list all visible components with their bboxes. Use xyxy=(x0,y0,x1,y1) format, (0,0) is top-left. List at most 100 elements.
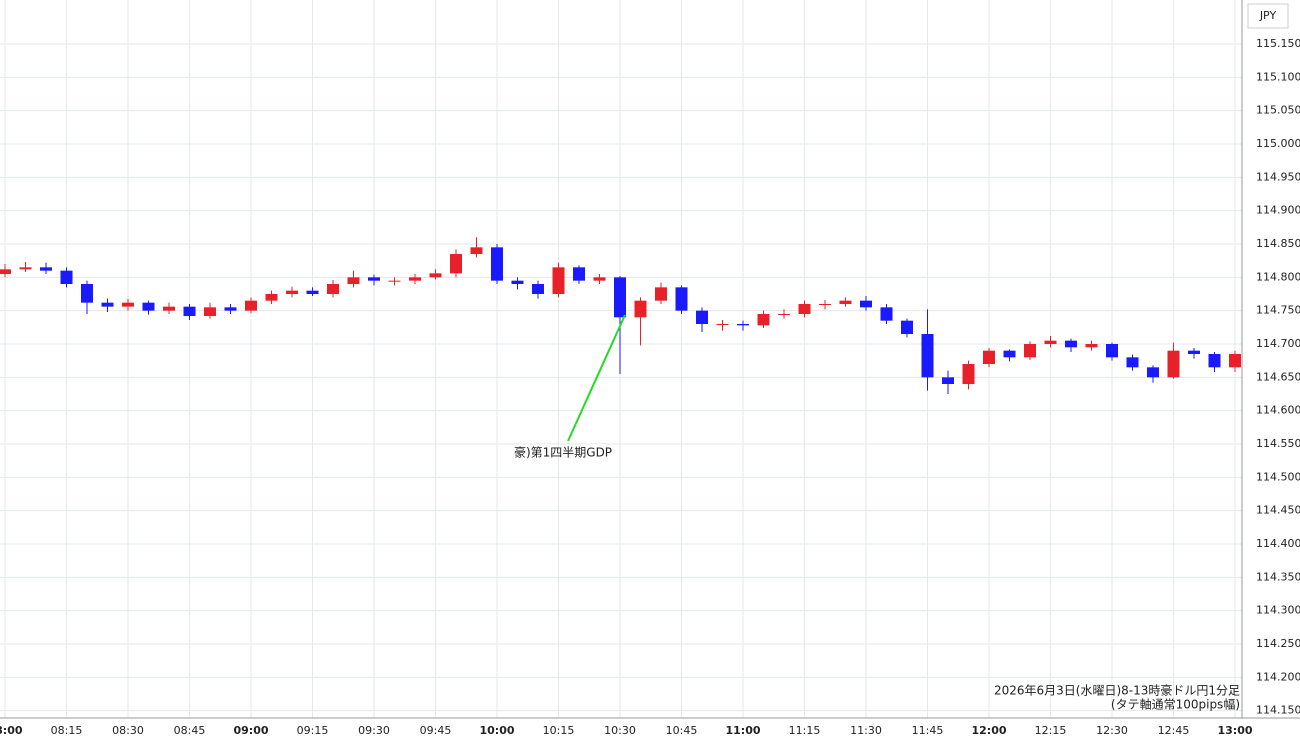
candle-body xyxy=(1188,350,1200,354)
candle-body xyxy=(163,306,175,311)
x-tick-label: 10:45 xyxy=(666,724,698,737)
candle-body xyxy=(860,300,872,308)
x-tick-label: 12:30 xyxy=(1096,724,1128,737)
candle-body xyxy=(696,310,708,324)
candle-body xyxy=(614,277,626,318)
candle-body xyxy=(306,290,319,294)
candle-body xyxy=(60,270,73,284)
currency-label: JPY xyxy=(1259,9,1277,22)
annotation-line xyxy=(567,314,626,442)
x-tick-label: 10:15 xyxy=(543,724,575,737)
x-tick-label: 10:00 xyxy=(479,724,514,737)
candle-body xyxy=(532,284,544,294)
y-tick-label: 114.500 xyxy=(1256,470,1300,483)
candle-body xyxy=(716,324,729,325)
candle-body xyxy=(593,277,606,281)
candle-body xyxy=(368,277,380,281)
x-tick-label: 12:00 xyxy=(971,724,1006,737)
candle-body xyxy=(81,284,93,303)
candle-body xyxy=(675,287,688,311)
candle-body xyxy=(1126,357,1139,368)
y-tick-label: 114.250 xyxy=(1256,637,1300,650)
y-tick-label: 114.800 xyxy=(1256,270,1300,283)
candle-body xyxy=(40,267,52,271)
candle-body xyxy=(409,277,421,281)
x-tick-label: 12:45 xyxy=(1158,724,1190,737)
candle-body xyxy=(634,300,647,318)
candle-body xyxy=(1003,350,1016,358)
candle-body xyxy=(1106,344,1118,358)
candle-body xyxy=(265,294,278,301)
y-tick-label: 115.000 xyxy=(1256,137,1300,150)
x-tick-label: 09:30 xyxy=(358,724,390,737)
y-tick-label: 114.700 xyxy=(1256,337,1300,350)
candle-body xyxy=(511,280,524,284)
candle-body xyxy=(245,300,257,311)
y-tick-label: 114.350 xyxy=(1256,570,1300,583)
candle-body xyxy=(1147,367,1159,378)
currency-box xyxy=(1247,3,1289,29)
y-tick-label: 115.150 xyxy=(1256,37,1300,50)
candle-body xyxy=(1024,344,1036,358)
candle-body xyxy=(839,300,852,304)
y-tick-label: 115.050 xyxy=(1256,104,1300,117)
candle-body xyxy=(429,273,442,278)
candle-body xyxy=(921,334,934,378)
annotation: 豪)第1四半期GDP xyxy=(514,445,612,460)
y-tick-label: 114.550 xyxy=(1256,437,1300,450)
x-tick-label: 09:00 xyxy=(233,724,268,737)
candle-body xyxy=(327,284,339,294)
candle-body xyxy=(655,287,667,301)
y-tick-label: 114.650 xyxy=(1256,370,1300,383)
candle-body xyxy=(942,377,954,384)
x-tick-label: 11:30 xyxy=(850,724,882,737)
candle-body xyxy=(1229,354,1241,368)
x-tick-label: 11:45 xyxy=(912,724,944,737)
candle-body xyxy=(798,304,811,314)
y-tick-label: 114.600 xyxy=(1256,404,1300,417)
y-tick-label: 114.150 xyxy=(1256,704,1300,717)
x-tick-label: 09:15 xyxy=(297,724,329,737)
y-tick-label: 114.850 xyxy=(1256,237,1300,250)
candle-body xyxy=(819,304,831,305)
candle-body xyxy=(778,314,790,315)
candle-body xyxy=(0,269,11,274)
y-tick-label: 114.200 xyxy=(1256,670,1300,683)
y-tick-label: 114.400 xyxy=(1256,537,1300,550)
candle-body xyxy=(450,254,462,274)
note: (タテ軸通常100pips幅) xyxy=(1111,697,1240,712)
note: 2026年6月3日(水曜日)8-13時豪ドル円1分足 xyxy=(994,683,1240,698)
x-tick-label: 09:45 xyxy=(420,724,452,737)
candle-body xyxy=(1167,350,1180,378)
candle-body xyxy=(388,280,401,282)
candle-body xyxy=(1044,340,1057,344)
x-tick-label: 08:15 xyxy=(51,724,83,737)
candle-body xyxy=(1065,340,1077,348)
candle-body xyxy=(347,277,360,284)
y-tick-label: 114.450 xyxy=(1256,504,1300,517)
candle-body xyxy=(1085,344,1098,348)
candle-body xyxy=(880,307,893,321)
candle-body xyxy=(901,320,913,334)
x-tick-label: 11:15 xyxy=(789,724,821,737)
y-tick-label: 115.100 xyxy=(1256,70,1300,83)
candle-body xyxy=(224,307,237,311)
y-tick-label: 114.300 xyxy=(1256,604,1300,617)
candle-body xyxy=(122,302,134,307)
x-tick-label: 08:30 xyxy=(112,724,144,737)
candle-body xyxy=(1208,354,1221,368)
x-tick-label: 08:45 xyxy=(174,724,206,737)
candle-body xyxy=(183,306,196,316)
x-tick-label: 08:00 xyxy=(0,724,23,737)
x-tick-label: 10:30 xyxy=(604,724,636,737)
candle-body xyxy=(573,267,585,281)
candle-body xyxy=(101,302,114,307)
x-tick-label: 13:00 xyxy=(1217,724,1252,737)
candle-body xyxy=(491,247,503,281)
candle-body xyxy=(19,267,32,270)
candle-body xyxy=(983,350,995,364)
candle-body xyxy=(142,302,155,311)
candle-body xyxy=(470,247,483,254)
